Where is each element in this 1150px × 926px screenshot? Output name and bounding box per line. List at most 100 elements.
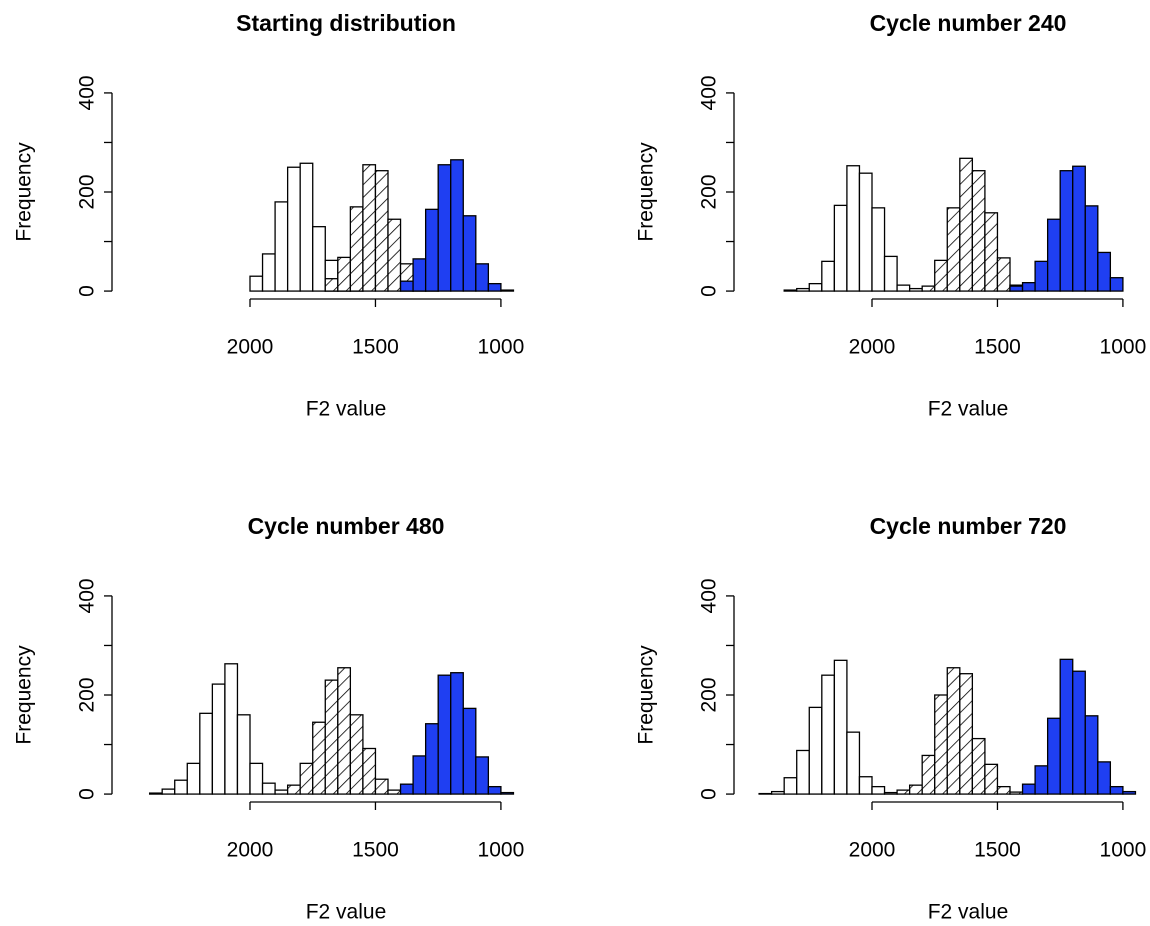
bar	[324, 679, 339, 795]
panel-title: Cycle number 480	[248, 513, 445, 539]
panel-title: Cycle number 720	[870, 513, 1067, 539]
bar	[312, 226, 326, 292]
bar	[387, 218, 402, 292]
bar	[374, 170, 389, 292]
x-axis-label: F2 value	[928, 398, 1009, 421]
bar	[337, 667, 352, 795]
bar	[996, 257, 1011, 292]
panel-title: Cycle number 240	[870, 10, 1067, 36]
bar	[984, 763, 999, 795]
bar	[1034, 260, 1049, 292]
bar	[770, 790, 785, 795]
bar	[412, 258, 427, 292]
x-tick-label: 2000	[227, 336, 274, 359]
bar	[174, 779, 188, 795]
bar	[833, 204, 848, 292]
bar	[362, 164, 377, 292]
bar	[808, 706, 823, 795]
bar	[796, 749, 810, 795]
panel: Starting distribution F2 value Frequency 0 2…	[13, 10, 525, 420]
bar	[412, 755, 427, 795]
bar	[236, 714, 251, 795]
bar	[971, 170, 986, 292]
y-axis-label: Frequency	[635, 142, 658, 242]
bar	[362, 747, 377, 795]
bar	[833, 659, 848, 795]
bar	[1084, 715, 1099, 795]
y-tick-label: 200	[698, 677, 721, 712]
bar	[399, 783, 414, 795]
bar	[1072, 670, 1086, 795]
bar	[324, 278, 339, 292]
x-axis-label: F2 value	[928, 901, 1009, 924]
bar	[261, 782, 276, 795]
bar	[796, 287, 810, 292]
bar	[896, 284, 911, 292]
x-tick-label: 1000	[1100, 336, 1147, 359]
bar	[921, 285, 936, 292]
bar	[1072, 165, 1086, 292]
bar	[500, 289, 515, 292]
bar	[286, 166, 301, 292]
bar	[921, 754, 936, 795]
bar	[846, 731, 861, 795]
bar	[1097, 761, 1112, 795]
bar	[211, 683, 226, 795]
bar	[148, 792, 163, 795]
bar	[462, 215, 477, 292]
bar	[959, 157, 974, 292]
x-tick-label: 1000	[478, 336, 525, 359]
y-tick-label: 0	[76, 788, 99, 800]
bar	[161, 788, 176, 795]
x-axis-label: F2 value	[306, 398, 387, 421]
x-tick-label: 2000	[849, 839, 896, 862]
x-tick-label: 2000	[227, 839, 274, 862]
bar	[908, 287, 923, 292]
bar	[349, 206, 364, 292]
bar	[783, 777, 798, 795]
panel: Cycle number 240 F2 value Frequency 0 200 400…	[635, 10, 1147, 420]
y-axis-label: Frequency	[635, 645, 658, 745]
panel-title: Starting distribution	[236, 10, 456, 36]
bar	[1009, 285, 1024, 292]
bar	[274, 789, 289, 795]
bar	[896, 789, 911, 795]
bar	[908, 784, 923, 795]
y-tick-label: 400	[76, 578, 99, 613]
y-tick-label: 0	[698, 285, 721, 297]
x-tick-label: 1500	[352, 336, 399, 359]
bar	[971, 737, 986, 795]
bar	[1009, 791, 1024, 795]
bar	[337, 256, 352, 292]
y-tick-label: 400	[698, 75, 721, 110]
bar	[934, 694, 948, 795]
bar	[871, 785, 886, 795]
bar	[261, 253, 276, 292]
bar	[500, 791, 515, 795]
bar	[299, 762, 314, 795]
bar	[858, 776, 873, 795]
bar	[450, 159, 464, 292]
bar	[249, 762, 264, 795]
y-tick-label: 200	[76, 174, 99, 209]
bar	[437, 164, 452, 292]
bar	[475, 263, 490, 292]
bar	[946, 207, 961, 292]
bar	[1109, 785, 1124, 795]
bar	[1084, 205, 1099, 292]
x-tick-label: 1500	[352, 839, 399, 862]
bar	[186, 762, 201, 795]
bar	[299, 162, 314, 292]
bar	[883, 791, 898, 795]
bar	[487, 785, 502, 795]
bar	[821, 674, 836, 795]
bar	[487, 282, 502, 292]
y-tick-label: 0	[698, 788, 721, 800]
bar	[858, 172, 873, 292]
bar	[424, 208, 439, 292]
bar	[871, 207, 886, 292]
y-axis-label: Frequency	[13, 142, 36, 242]
bar	[399, 280, 414, 292]
panel: Cycle number 720 F2 value Frequency 0 200 400…	[635, 513, 1147, 923]
